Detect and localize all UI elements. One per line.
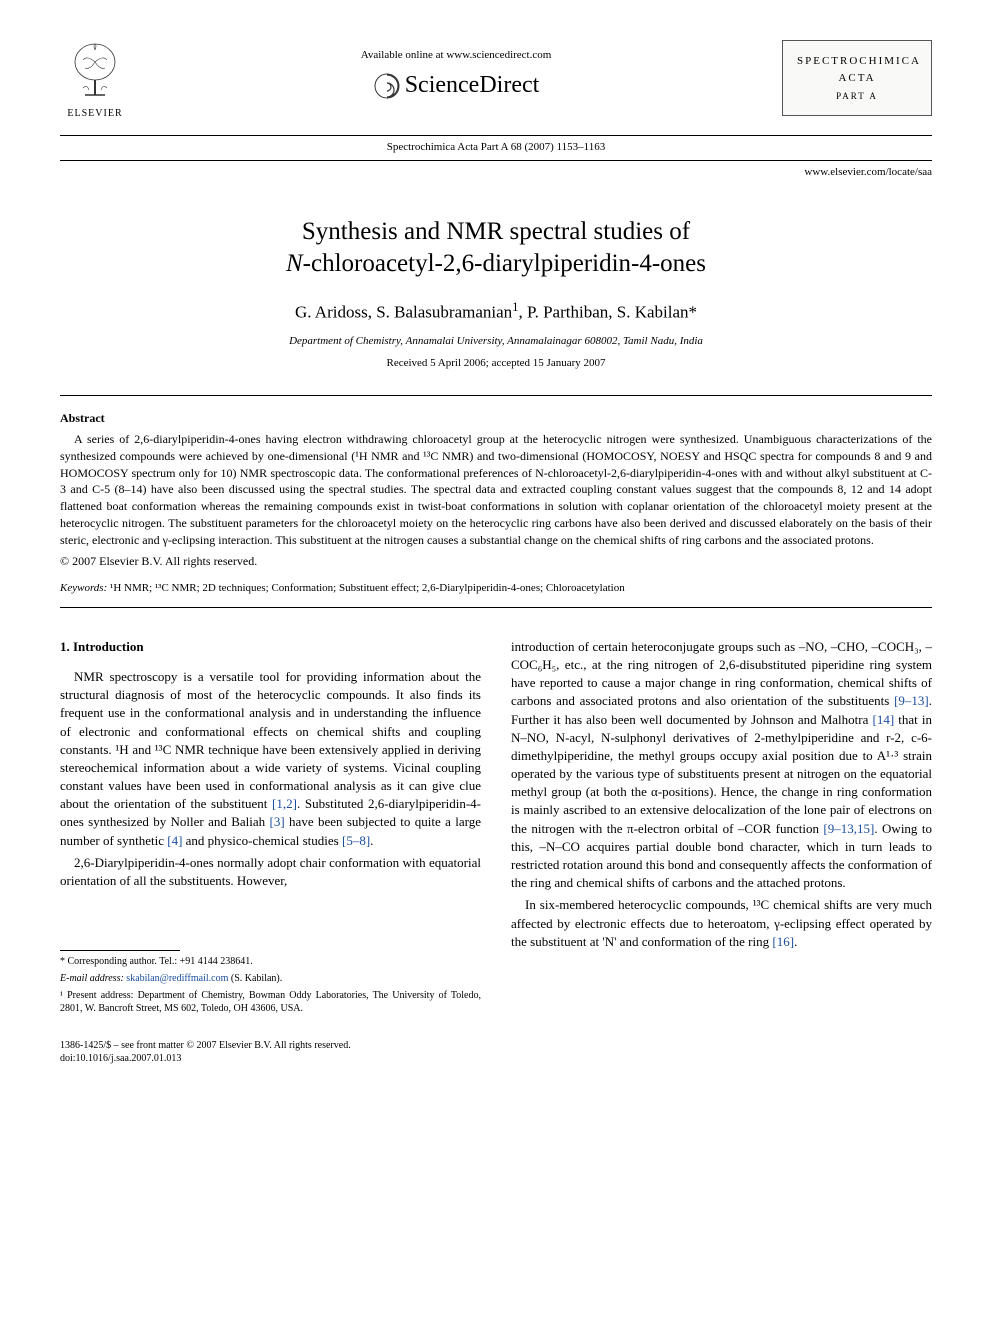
cite-9-13[interactable]: [9–13] — [894, 693, 929, 708]
intro-para-3: In six-membered heterocyclic compounds, … — [511, 896, 932, 951]
title-line2-prefix: N — [286, 250, 303, 277]
right-p1-a: introduction of certain heteroconjugate … — [511, 639, 932, 709]
corresponding-star: * — [689, 303, 698, 322]
right-p2-a: In six-membered heterocyclic compounds, … — [511, 897, 932, 948]
intro-para-2: 2,6-Diarylpiperidin-4-ones normally adop… — [60, 854, 481, 890]
right-p2-period: . — [794, 934, 797, 949]
section-1-heading: 1. Introduction — [60, 638, 481, 656]
citation-line: Spectrochimica Acta Part A 68 (2007) 115… — [60, 135, 932, 160]
footnote-corresponding: * Corresponding author. Tel.: +91 4144 2… — [60, 955, 481, 968]
available-online-text: Available online at www.sciencedirect.co… — [130, 48, 782, 63]
two-column-body: 1. Introduction NMR spectroscopy is a ve… — [60, 638, 932, 1015]
intro-p1-d: and physico-chemical studies — [182, 833, 342, 848]
footer-line1: 1386-1425/$ – see front matter © 2007 El… — [60, 1039, 932, 1052]
abstract-copyright: © 2007 Elsevier B.V. All rights reserved… — [60, 553, 932, 570]
header-row: ELSEVIER Available online at www.science… — [60, 40, 932, 121]
page-footer: 1386-1425/$ – see front matter © 2007 El… — [60, 1039, 932, 1065]
cite-9-13-15[interactable]: [9–13,15] — [823, 821, 874, 836]
elsevier-label: ELSEVIER — [60, 107, 130, 121]
author-4: S. Kabilan — [617, 303, 689, 322]
cite-16[interactable]: [16] — [772, 934, 794, 949]
email-label: E-mail address: — [60, 973, 124, 984]
article-title: Synthesis and NMR spectral studies of N-… — [60, 216, 932, 281]
intro-p1-period: . — [370, 833, 373, 848]
keywords-label: Keywords: — [60, 582, 107, 594]
cite-1-2[interactable]: [1,2] — [272, 796, 297, 811]
journal-cover-box: SPECTROCHIMICA ACTA PART A — [782, 40, 932, 116]
email-tail: (S. Kabilan). — [228, 973, 282, 984]
right-p1-c: that in N–NO, N-acyl, N-sulphonyl deriva… — [511, 712, 932, 836]
intro-para-1: NMR spectroscopy is a versatile tool for… — [60, 668, 481, 850]
email-link[interactable]: skabilan@rediffmail.com — [124, 973, 229, 984]
elsevier-logo: ELSEVIER — [60, 40, 130, 121]
footnote-present-address: ¹ Present address: Department of Chemist… — [60, 989, 481, 1015]
cite-3[interactable]: [3] — [270, 814, 285, 829]
title-line1: Synthesis and NMR spectral studies of — [302, 218, 690, 245]
abstract-heading: Abstract — [60, 410, 932, 427]
author-1: G. Aridoss — [295, 303, 368, 322]
footnote-rule — [60, 950, 180, 951]
left-column: 1. Introduction NMR spectroscopy is a ve… — [60, 638, 481, 1015]
intro-para-2-cont: introduction of certain heteroconjugate … — [511, 638, 932, 893]
affiliation: Department of Chemistry, Annamalai Unive… — [60, 334, 932, 349]
keywords-text: ¹H NMR; ¹³C NMR; 2D techniques; Conforma… — [107, 582, 624, 594]
cite-5-8[interactable]: [5–8] — [342, 833, 370, 848]
footnote-email: E-mail address: skabilan@rediffmail.com … — [60, 972, 481, 985]
rule-below-keywords — [60, 607, 932, 608]
header-center: Available online at www.sciencedirect.co… — [130, 40, 782, 103]
author-2: S. Balasubramanian — [376, 303, 512, 322]
right-column: introduction of certain heteroconjugate … — [511, 638, 932, 1015]
sciencedirect-text: ScienceDirect — [405, 69, 540, 103]
author-2-sup: 1 — [512, 300, 518, 314]
cite-4[interactable]: [4] — [167, 833, 182, 848]
locate-url: www.elsevier.com/locate/saa — [60, 165, 932, 180]
sciencedirect-logo: ScienceDirect — [130, 69, 782, 103]
intro-p1-a: NMR spectroscopy is a versatile tool for… — [60, 669, 481, 811]
article-dates: Received 5 April 2006; accepted 15 Janua… — [60, 356, 932, 371]
keywords-line: Keywords: ¹H NMR; ¹³C NMR; 2D techniques… — [60, 581, 932, 596]
cite-14[interactable]: [14] — [873, 712, 895, 727]
abstract-body: A series of 2,6-diarylpiperidin-4-ones h… — [60, 431, 932, 549]
journal-name-line1: SPECTROCHIMICA — [797, 53, 917, 70]
footer-doi: doi:10.1016/j.saa.2007.01.013 — [60, 1052, 932, 1065]
sciencedirect-swirl-icon — [373, 72, 401, 100]
journal-part: PART A — [797, 90, 917, 103]
title-line2-rest: -chloroacetyl-2,6-diarylpiperidin-4-ones — [303, 250, 706, 277]
elsevier-tree-icon — [65, 40, 125, 100]
authors-line: G. Aridoss, S. Balasubramanian1, P. Part… — [60, 299, 932, 324]
rule-above-abstract — [60, 395, 932, 396]
author-3: P. Parthiban — [527, 303, 608, 322]
journal-name-line2: ACTA — [797, 70, 917, 87]
